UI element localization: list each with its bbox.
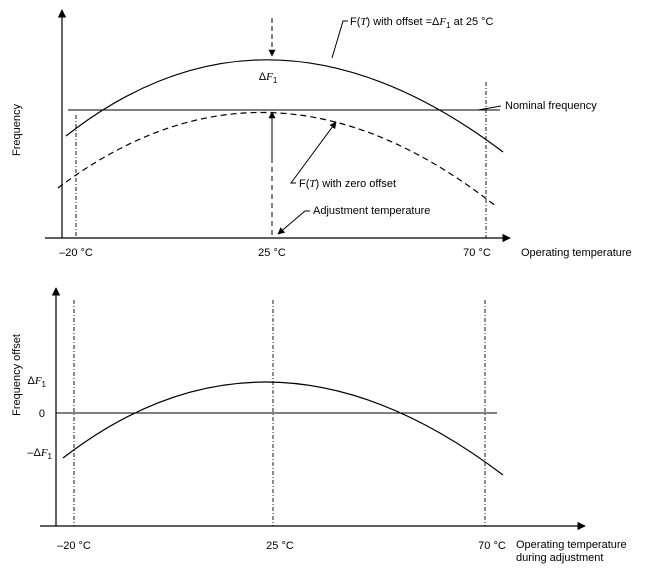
- top-tick-70: 70 °C: [463, 247, 491, 259]
- nominal-leader: [477, 105, 502, 111]
- zero-offset-curve-label: F(T) with zero offset: [299, 178, 396, 190]
- top-panel: Frequency Operating temperature –20 °C 2…: [11, 9, 632, 259]
- y-tick-minus-delta-f1: –ΔF1: [27, 447, 52, 461]
- offset-curve: [65, 59, 504, 153]
- bottom-x-label-line1: Operating temperature: [516, 539, 627, 551]
- adjustment-leader: [277, 210, 310, 235]
- bottom-tick-minus20: –20 °C: [57, 540, 91, 552]
- adjustment-temperature-label: Adjustment temperature: [313, 205, 430, 217]
- zero-offset-leader: [290, 121, 337, 184]
- offset-curve-leader: [331, 20, 348, 59]
- top-y-label: Frequency: [11, 104, 23, 156]
- frequency-offset-curve: [62, 381, 504, 476]
- zero-offset-curve: [57, 111, 498, 208]
- nominal-frequency-label: Nominal frequency: [505, 100, 597, 112]
- delta-f1-label: ΔF1: [259, 71, 278, 85]
- bottom-y-label: Frequency offset: [11, 334, 23, 416]
- y-tick-delta-f1: ΔF1: [27, 375, 46, 389]
- top-tick-minus20: –20 °C: [59, 247, 93, 259]
- bottom-tick-70: 70 °C: [478, 540, 506, 552]
- offset-curve-label: F(T) with offset =ΔF1 at 25 °C: [350, 16, 494, 30]
- bottom-x-label-line2: during adjustment: [516, 552, 603, 564]
- bottom-panel: Frequency offset ΔF1 0 –ΔF1 –20 °C 25 °C…: [11, 287, 627, 564]
- top-tick-25: 25 °C: [258, 247, 286, 259]
- top-x-label: Operating temperature: [521, 247, 632, 259]
- y-tick-zero: 0: [39, 408, 45, 420]
- bottom-tick-25: 25 °C: [266, 540, 294, 552]
